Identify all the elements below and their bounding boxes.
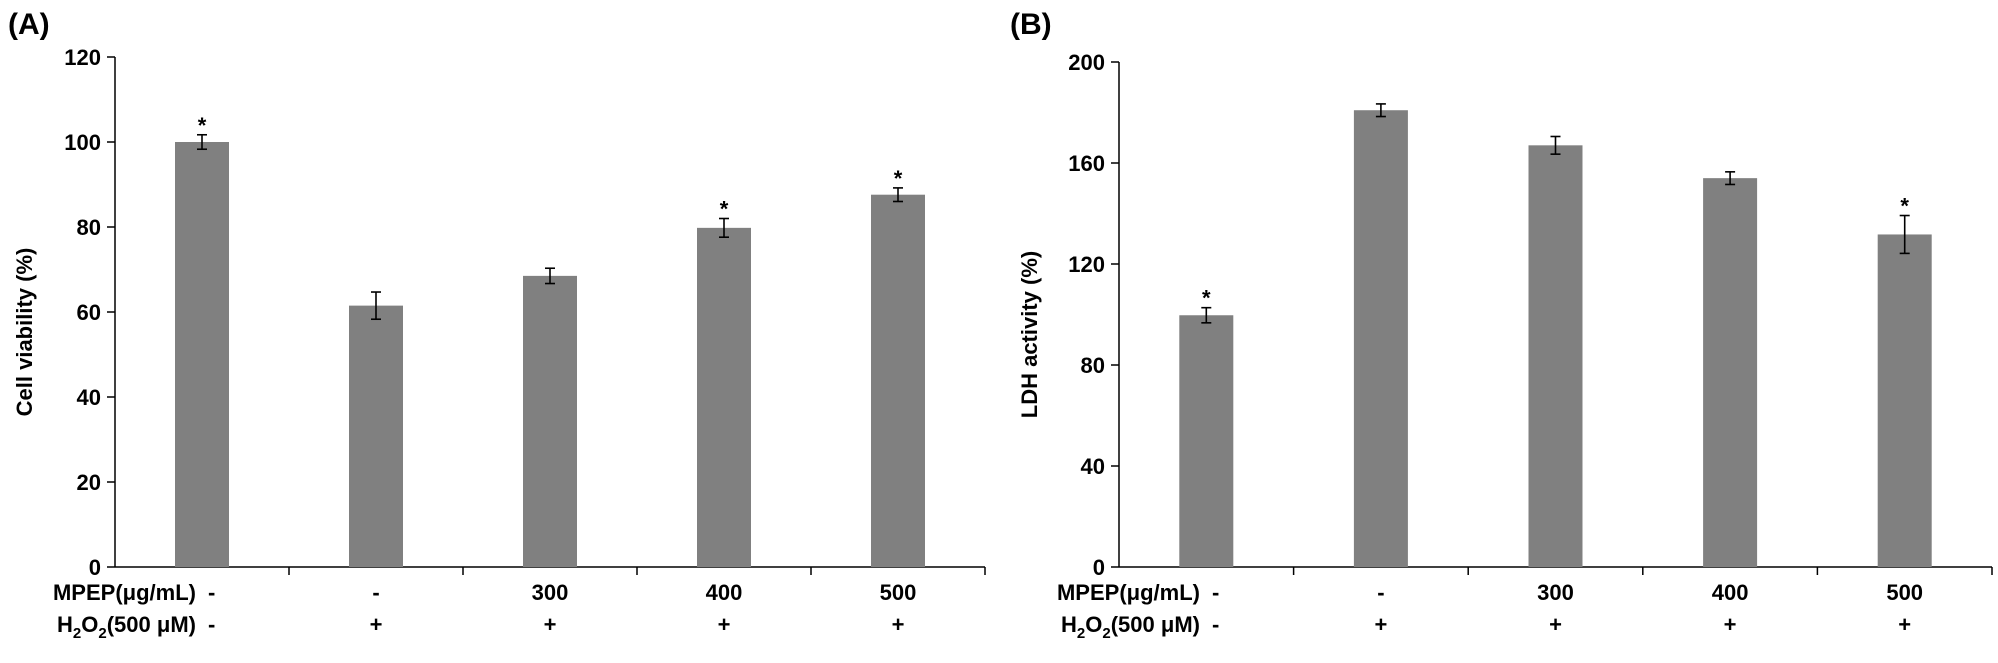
- bar: [1528, 145, 1583, 567]
- h2o2-value: -: [1212, 612, 1219, 637]
- y-tick-label: 120: [1068, 252, 1105, 277]
- mpep-row-label: MPEP(μg/mL): [53, 580, 196, 605]
- panel-label: (A): [8, 8, 50, 41]
- h2o2-subscript: 2: [73, 625, 81, 642]
- bar: [175, 142, 229, 567]
- mpep-value: -: [208, 580, 215, 605]
- y-axis-label: Cell viability (%): [12, 248, 37, 417]
- bar: [1353, 110, 1408, 567]
- h2o2-value: -: [208, 612, 215, 637]
- panel-label: (B): [1010, 8, 1052, 41]
- significance-marker: *: [1900, 194, 1909, 219]
- mpep-value: 400: [1712, 580, 1749, 605]
- mpep-value: -: [1212, 580, 1219, 605]
- y-tick-label: 80: [77, 215, 101, 240]
- h2o2-value: +: [370, 612, 383, 637]
- significance-marker: *: [894, 166, 903, 191]
- bar: [523, 275, 577, 567]
- panel-b: (B) 0 40 80 120 160 200 LDH activity (%) * - - - +30…: [1010, 8, 1993, 642]
- bar: [1877, 234, 1932, 567]
- h2o2-value: +: [1374, 612, 1387, 637]
- mpep-value: 300: [1537, 580, 1574, 605]
- y-tick-label: 40: [77, 385, 101, 410]
- h2o2-value: +: [892, 612, 905, 637]
- mpep-value: 500: [1886, 580, 1923, 605]
- panel-a: (A) 0 20 40 60 80 100 120 Cell viability (%) * - - -…: [8, 8, 986, 642]
- h2o2-h: H: [1061, 612, 1077, 637]
- y-tick-label: 20: [77, 470, 101, 495]
- bar: [697, 227, 751, 567]
- mpep-value: 300: [532, 580, 569, 605]
- y-tick-label: 80: [1081, 353, 1105, 378]
- mpep-value: -: [1377, 580, 1384, 605]
- h2o2-o: O: [1085, 612, 1102, 637]
- h2o2-value: +: [1724, 612, 1737, 637]
- bar: [1703, 178, 1758, 567]
- significance-marker: *: [1202, 286, 1211, 311]
- bar: [349, 305, 403, 567]
- mpep-value: 500: [880, 580, 917, 605]
- y-tick-label: 120: [64, 45, 101, 70]
- h2o2-h: H: [57, 612, 73, 637]
- h2o2-subscript: 2: [1077, 625, 1085, 642]
- h2o2-subscript: 2: [1102, 625, 1110, 642]
- h2o2-subscript: 2: [98, 625, 106, 642]
- h2o2-value: +: [1549, 612, 1562, 637]
- mpep-value: -: [372, 580, 379, 605]
- h2o2-value: +: [1898, 612, 1911, 637]
- bar: [1179, 315, 1234, 567]
- y-tick-label: 40: [1081, 454, 1105, 479]
- significance-marker: *: [198, 113, 207, 138]
- mpep-value: 400: [706, 580, 743, 605]
- y-tick-label: 160: [1068, 151, 1105, 176]
- significance-marker: *: [720, 197, 729, 222]
- h2o2-row-label: H2O2(500 μM): [57, 612, 196, 642]
- h2o2-o: O: [81, 612, 98, 637]
- h2o2-concentration: (500 μM): [1111, 612, 1200, 637]
- h2o2-concentration: (500 μM): [107, 612, 196, 637]
- y-tick-label: 0: [1093, 555, 1105, 580]
- h2o2-row-label: H2O2(500 μM): [1061, 612, 1200, 642]
- bar: [871, 194, 925, 567]
- y-tick-label: 200: [1068, 50, 1105, 75]
- y-tick-label: 100: [64, 130, 101, 155]
- h2o2-value: +: [544, 612, 557, 637]
- mpep-row-label: MPEP(μg/mL): [1057, 580, 1200, 605]
- y-tick-label: 0: [89, 555, 101, 580]
- y-tick-label: 60: [77, 300, 101, 325]
- y-axis-label: LDH activity (%): [1017, 251, 1042, 418]
- h2o2-value: +: [718, 612, 731, 637]
